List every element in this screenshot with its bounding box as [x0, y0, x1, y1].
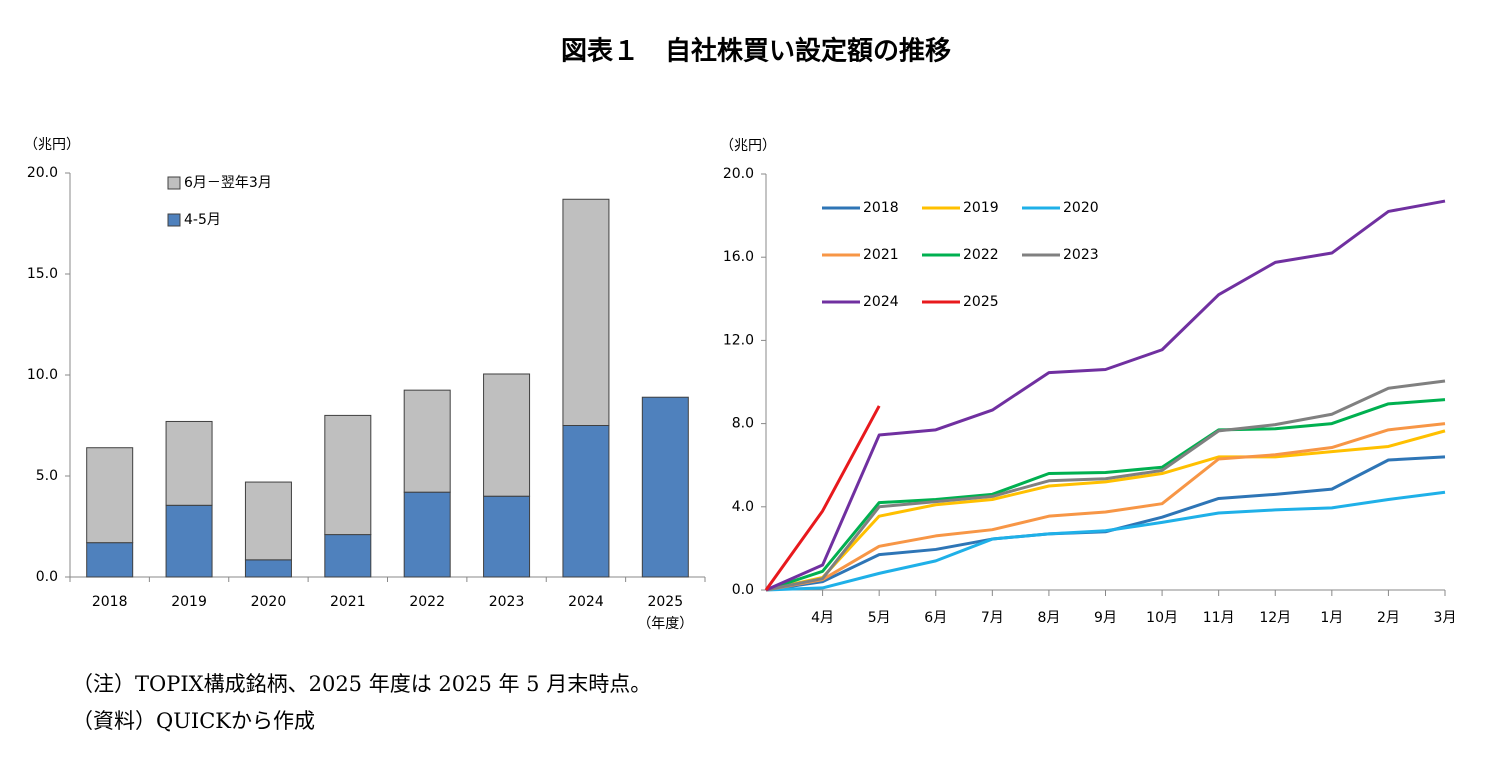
x-tick-label: 7月 — [981, 610, 1004, 626]
legend-label: 6月－翌年3月 — [184, 175, 272, 191]
y-unit: （兆円） — [24, 137, 80, 153]
bar-segment — [641, 396, 689, 578]
line-series — [765, 199, 1446, 592]
bar-segment — [244, 559, 292, 578]
legend-label: 4-5月 — [184, 212, 221, 228]
legend-swatch — [167, 213, 181, 227]
y-tick-label: 0.0 — [732, 582, 754, 598]
x-tick-label: 2019 — [171, 594, 207, 610]
x-tick-label: 2024 — [568, 594, 604, 610]
bar-segment — [86, 447, 134, 544]
x-tick-label: 8月 — [1037, 610, 1060, 626]
bar-segment — [86, 542, 134, 578]
bar-segment — [483, 373, 531, 497]
bar-segment — [165, 420, 213, 506]
bar-segment — [562, 198, 610, 426]
x-tick-label: 2020 — [251, 594, 287, 610]
legend-label: 2019 — [963, 200, 999, 216]
bar-segment — [165, 504, 213, 578]
legend-label: 2024 — [863, 294, 899, 310]
bar-segment — [324, 414, 372, 536]
note: （資料）QUICKから作成 — [72, 709, 315, 733]
legend-label: 2022 — [963, 247, 999, 263]
line-series — [765, 422, 1446, 592]
line-series — [765, 398, 1446, 592]
legend-label: 2021 — [863, 247, 899, 263]
y-unit: （兆円） — [720, 138, 776, 154]
line-series — [764, 405, 881, 591]
y-tick-label: 20.0 — [723, 166, 754, 182]
x-tick-label: 6月 — [924, 610, 947, 626]
bar-segment — [403, 389, 451, 493]
y-tick-label: 15.0 — [27, 266, 58, 282]
bar-segment — [562, 425, 610, 578]
x-tick-label: 3月 — [1434, 610, 1457, 626]
x-tick-label: 2018 — [92, 594, 128, 610]
y-tick-label: 20.0 — [27, 165, 58, 181]
y-tick-label: 16.0 — [723, 249, 754, 265]
bar-segment — [483, 495, 531, 578]
bar-segment — [403, 491, 451, 578]
y-tick-label: 5.0 — [36, 468, 58, 484]
x-tick-label: 2021 — [330, 594, 366, 610]
y-tick-label: 8.0 — [732, 416, 754, 432]
chart-title: 図表１ 自社株買い設定額の推移 — [561, 36, 951, 67]
x-tick-label: 5月 — [868, 610, 891, 626]
line-series — [765, 429, 1446, 592]
bar-segment — [324, 534, 372, 578]
bar-segment — [244, 481, 292, 561]
x-tick-label: 2025 — [647, 594, 683, 610]
legend-label: 2018 — [863, 200, 899, 216]
y-tick-label: 12.0 — [723, 332, 754, 348]
x-tick-label: 10月 — [1146, 610, 1178, 626]
x-tick-label: 2023 — [489, 594, 525, 610]
x-tick-label: 2月 — [1377, 610, 1400, 626]
x-axis-label: （年度） — [637, 616, 693, 632]
x-tick-label: 9月 — [1094, 610, 1117, 626]
line-series — [765, 379, 1446, 592]
x-tick-label: 11月 — [1203, 610, 1235, 626]
x-tick-label: 1月 — [1320, 610, 1343, 626]
y-tick-label: 4.0 — [732, 499, 754, 515]
x-tick-label: 12月 — [1259, 610, 1291, 626]
y-tick-label: 10.0 — [27, 367, 58, 383]
x-tick-label: 4月 — [811, 610, 834, 626]
note: （注）TOPIX構成銘柄、2025 年度は 2025 年 5 月末時点。 — [72, 672, 652, 696]
legend-label: 2020 — [1063, 200, 1099, 216]
x-tick-label: 2022 — [409, 594, 445, 610]
line-series — [765, 490, 1446, 592]
legend-swatch — [167, 176, 181, 190]
legend-label: 2025 — [963, 294, 999, 310]
y-tick-label: 0.0 — [36, 569, 58, 585]
legend-label: 2023 — [1063, 247, 1099, 263]
